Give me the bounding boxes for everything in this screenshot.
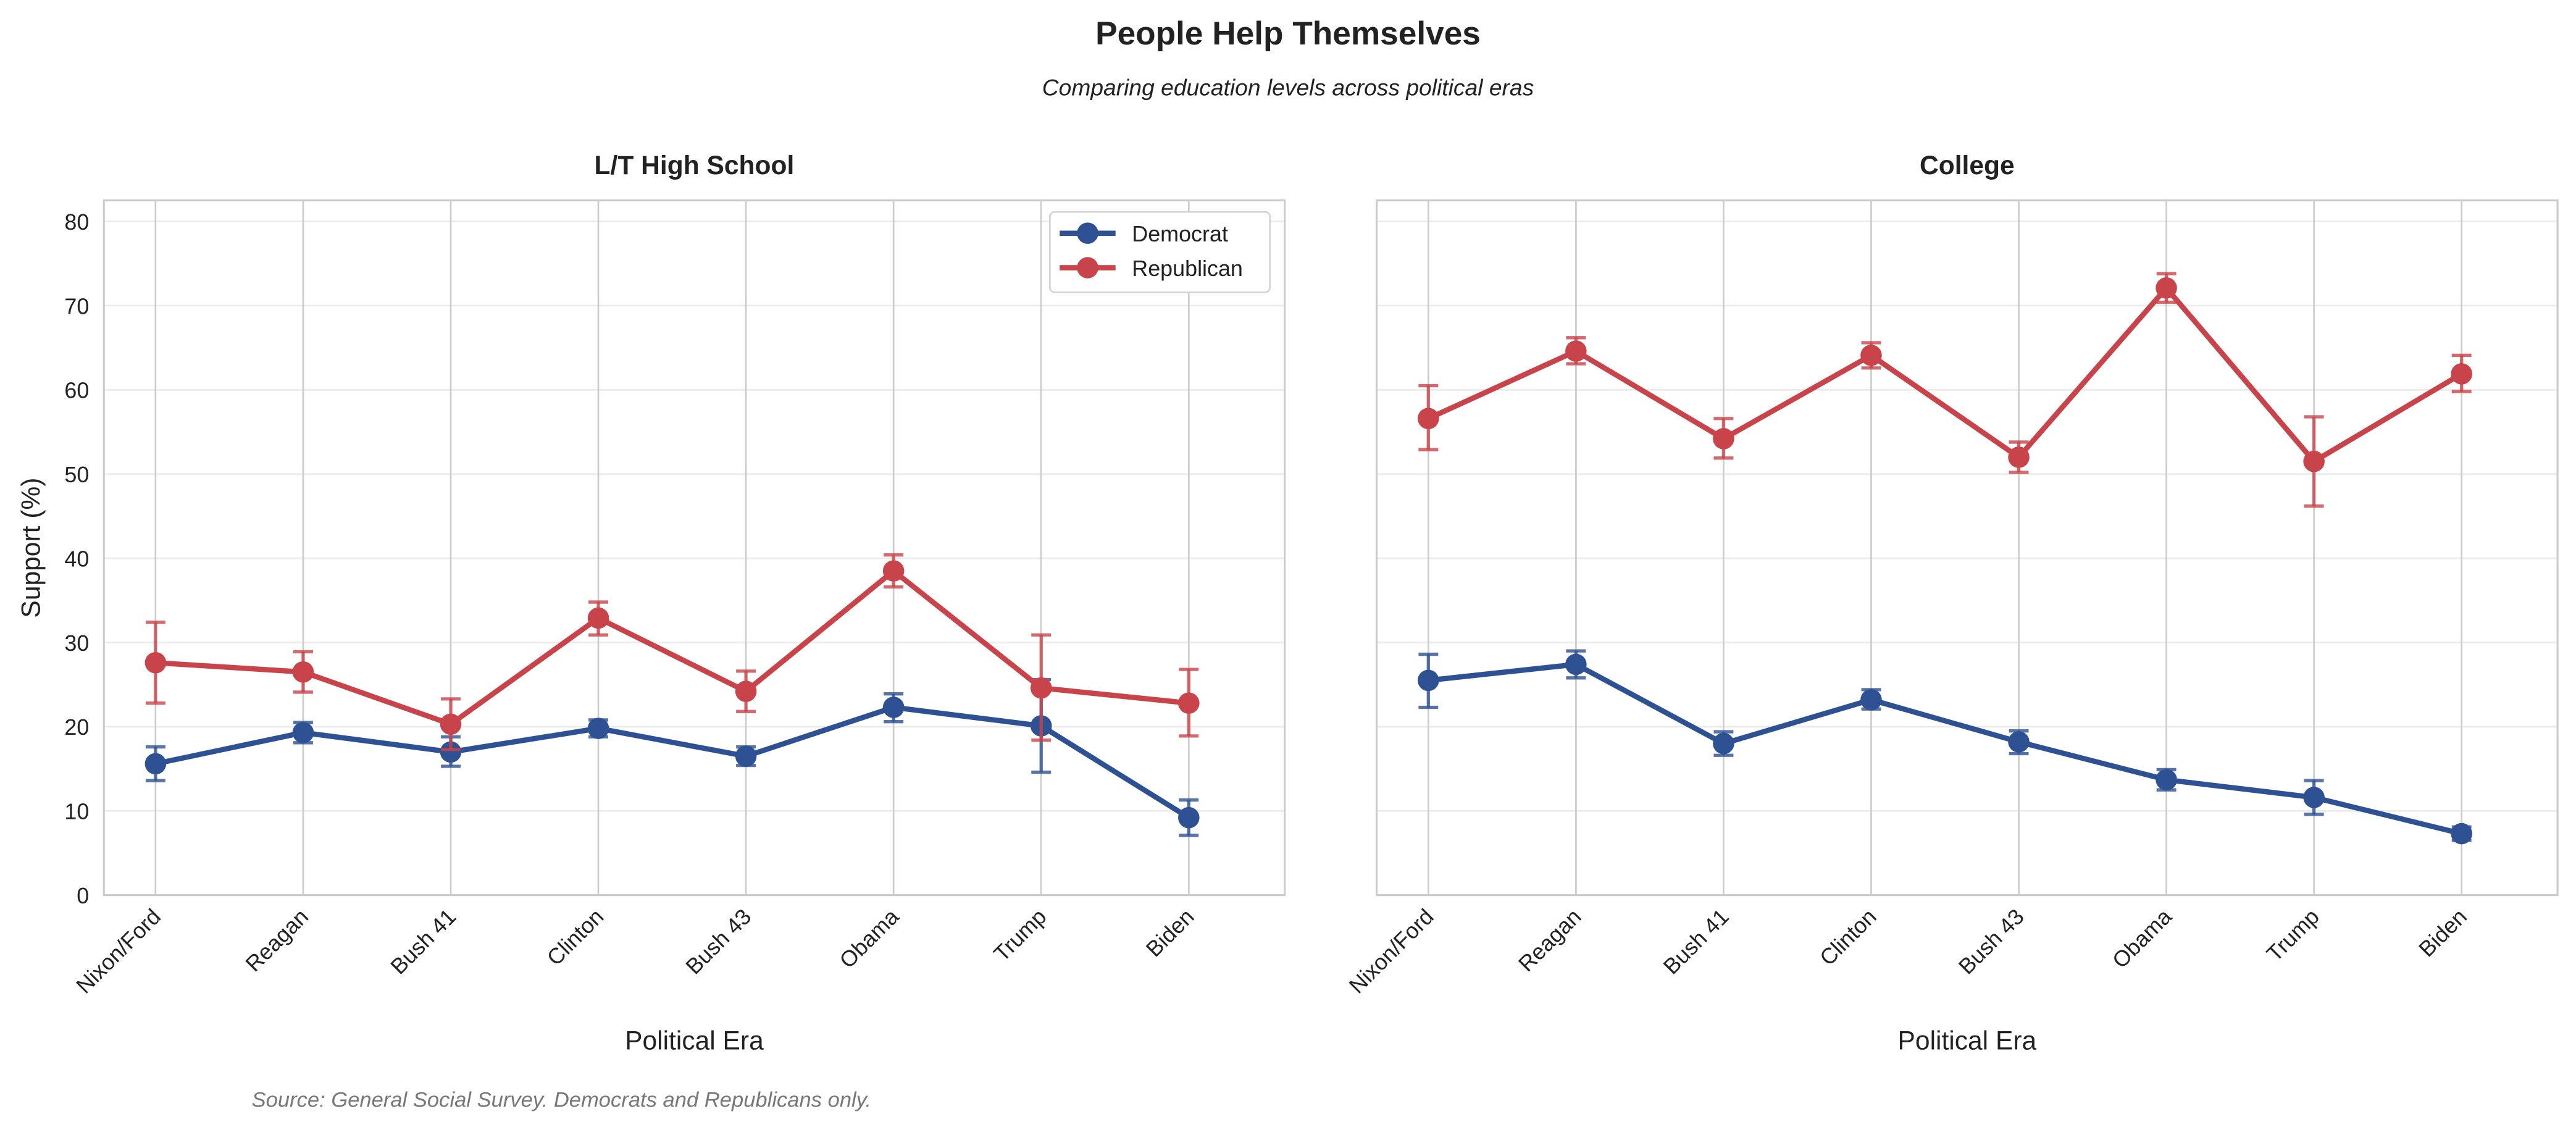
data-point: [2008, 446, 2030, 468]
data-point: [1565, 653, 1587, 676]
legend: Democrat Republican: [1048, 211, 1271, 293]
y-tick-label: 70: [64, 294, 89, 319]
x-tick-label: Bush 43: [681, 904, 756, 979]
data-point: [735, 680, 757, 702]
series-republican: [1418, 272, 2472, 508]
data-point: [1860, 345, 1882, 366]
y-axis-label: Support (%): [16, 478, 46, 618]
legend-marker: [1077, 257, 1098, 278]
y-tick-label: 30: [64, 631, 89, 656]
x-tick-label: Bush 41: [386, 904, 461, 979]
data-point: [1178, 692, 1200, 714]
legend-label: Republican: [1132, 256, 1243, 281]
series-democrat: [1418, 649, 2472, 845]
x-tick-label: Trump: [989, 904, 1052, 966]
x-tick-label: Nixon/Ford: [72, 904, 165, 998]
data-point: [1178, 806, 1200, 829]
data-point: [587, 607, 609, 629]
data-point: [1713, 428, 1734, 450]
y-tick-label: 10: [64, 800, 89, 824]
data-point: [440, 713, 462, 735]
data-point: [2008, 731, 2030, 753]
x-tick-label: Biden: [2414, 904, 2472, 961]
x-tick-label: Trump: [2262, 904, 2324, 966]
x-tick-label: Biden: [1141, 904, 1198, 961]
legend-marker: [1077, 222, 1098, 244]
series-line: [155, 705, 1190, 820]
y-tick-label: 0: [77, 884, 89, 908]
x-axis-label: Political Era: [1898, 1026, 2037, 1056]
data-point: [1713, 732, 1734, 755]
series-line: [1427, 285, 2463, 464]
data-point: [1418, 669, 1439, 692]
x-tick-label: Reagan: [1513, 904, 1586, 976]
data-point: [2303, 450, 2325, 472]
x-tick-label: Reagan: [241, 904, 313, 976]
y-tick-label: 60: [64, 379, 89, 403]
panel-title: L/T High School: [595, 151, 795, 180]
data-point: [1860, 688, 1882, 711]
x-tick-label: Clinton: [542, 904, 608, 970]
data-point: [2451, 363, 2472, 385]
x-tick-label: Obama: [835, 904, 904, 973]
series-republican: [144, 553, 1200, 751]
data-point: [1030, 677, 1052, 699]
data-point: [1565, 340, 1587, 362]
panel-1: 0 10 20 30 40 50 60 70 80 Nixon/Ford Reagan Bush 41…: [16, 151, 1286, 1056]
plot-frame: [102, 199, 1286, 897]
series-democrat: [144, 677, 1200, 837]
x-tick-label: Clinton: [1815, 904, 1881, 970]
y-tick-label: 40: [64, 546, 89, 571]
data-point: [587, 718, 609, 739]
source-note: Source: General Social Survey. Democrats…: [252, 1089, 871, 1112]
panel-title: College: [1920, 151, 2015, 180]
data-point: [440, 741, 462, 763]
data-point: [1418, 408, 1439, 430]
legend-label: Democrat: [1132, 222, 1228, 246]
data-point: [882, 697, 905, 718]
y-tick-label: 80: [64, 210, 89, 235]
series-line: [155, 568, 1189, 727]
figure-title: People Help Themselves: [1095, 15, 1481, 52]
x-axis-label: Political Era: [625, 1026, 764, 1056]
x-tick-label: Nixon/Ford: [1344, 904, 1438, 998]
data-point: [144, 651, 167, 674]
y-tick-label: 20: [64, 715, 89, 740]
data-point: [2451, 822, 2472, 845]
x-tick-label: Obama: [2107, 904, 2177, 973]
x-tick-label: Bush 41: [1658, 904, 1733, 979]
data-point: [882, 560, 905, 582]
panel-2: Nixon/Ford Reagan Bush 41 Clinton Bush 43 Oba…: [1344, 151, 2559, 1056]
data-point: [2156, 277, 2177, 299]
data-point: [292, 722, 314, 743]
data-point: [735, 745, 757, 767]
data-point: [144, 753, 167, 775]
data-point: [2156, 769, 2177, 791]
data-point: [2303, 787, 2325, 808]
x-tick-label: Bush 43: [1954, 904, 2028, 979]
plot-frame: [1376, 199, 2559, 897]
data-point: [292, 661, 314, 683]
y-tick-label: 50: [64, 462, 89, 487]
figure-subtitle: Comparing education levels across politi…: [1042, 74, 1534, 100]
series-line: [1428, 661, 2462, 837]
